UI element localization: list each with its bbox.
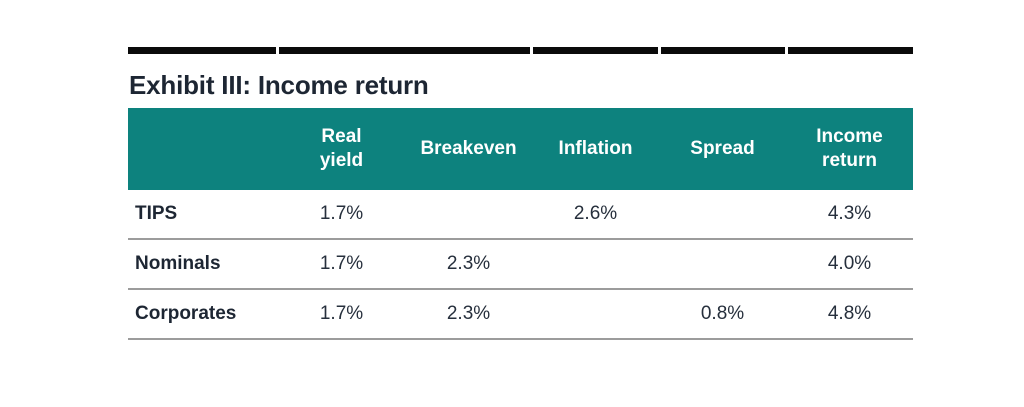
- top-rule-segment: [128, 47, 276, 54]
- top-rule: [128, 47, 913, 54]
- exhibit-container: Exhibit III: Income return Real yield Br…: [128, 47, 913, 340]
- table-row-corporates: Corporates 1.7% 2.3% 0.8% 4.8%: [128, 290, 913, 340]
- table-cell: 1.7%: [319, 303, 364, 324]
- column-header-spread: Spread: [690, 138, 755, 159]
- income-return-table: Real yield Breakeven Inflation Spread In…: [128, 108, 913, 340]
- column-header-income-return: Income return: [816, 126, 883, 171]
- top-rule-segment: [533, 47, 658, 54]
- table-cell: 0.8%: [700, 303, 745, 324]
- row-label: Nominals: [135, 253, 221, 274]
- table-cell: 1.7%: [319, 203, 364, 224]
- table-cell: 4.3%: [827, 203, 872, 224]
- row-label: TIPS: [135, 203, 178, 224]
- table-cell: 1.7%: [319, 253, 364, 274]
- table-cell: 2.3%: [446, 253, 491, 274]
- table-row-tips: TIPS 1.7% 2.6% 4.3%: [128, 190, 913, 240]
- table-row-nominals: Nominals 1.7% 2.3% 4.0%: [128, 240, 913, 290]
- table-cell: 2.3%: [446, 303, 491, 324]
- top-rule-segment: [661, 47, 785, 54]
- table-cell: 2.6%: [573, 203, 618, 224]
- exhibit-title: Exhibit III: Income return: [129, 70, 429, 100]
- top-rule-segment: [788, 47, 913, 54]
- table-cell: 4.8%: [827, 303, 872, 324]
- column-header-real-yield: Real yield: [319, 126, 364, 171]
- table-header-row: Real yield Breakeven Inflation Spread In…: [128, 108, 913, 190]
- row-label: Corporates: [135, 303, 237, 324]
- column-header-empty: [128, 108, 278, 190]
- top-rule-segment: [279, 47, 530, 54]
- table-cell: 4.0%: [827, 253, 872, 274]
- column-header-inflation: Inflation: [558, 138, 633, 159]
- column-header-breakeven: Breakeven: [420, 138, 517, 159]
